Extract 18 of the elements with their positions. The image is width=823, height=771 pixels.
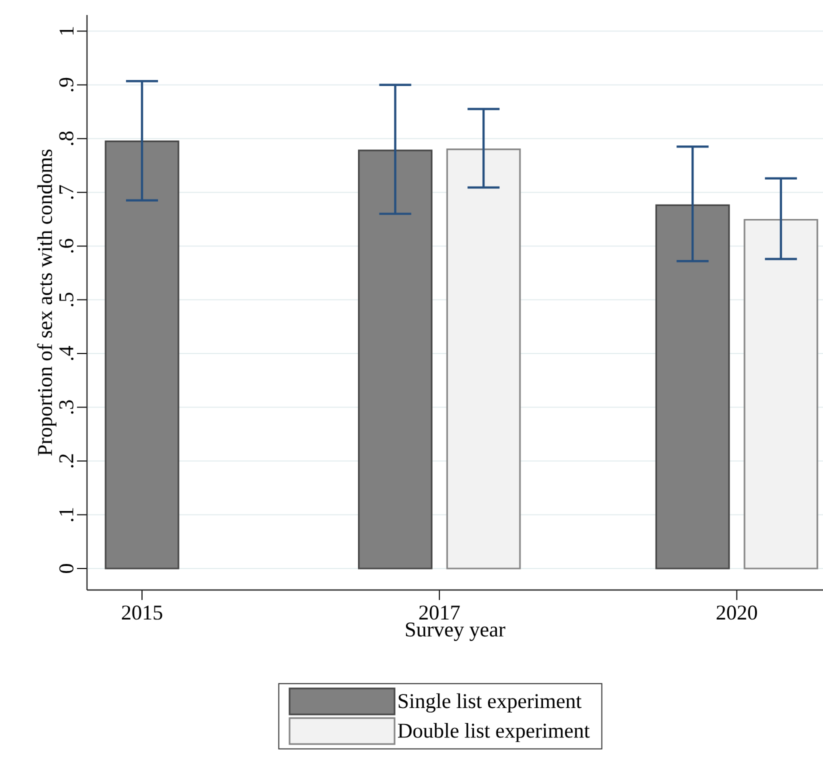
y-tick-label: .4 [59, 346, 74, 360]
x-tick-label: 2015 [122, 606, 162, 620]
y-tick-label: .1 [59, 508, 74, 522]
y-tick-label: .3 [59, 400, 74, 414]
y-tick-label: .5 [59, 292, 74, 306]
y-tick-label: .6 [59, 238, 74, 253]
x-tick-label: 2020 [716, 606, 757, 620]
y-tick-label: 0 [59, 564, 74, 573]
y-tick-label: .9 [59, 78, 74, 92]
legend-label: Single list experiment [398, 693, 582, 713]
y-axis-title: Proportion of sex acts with condoms [37, 150, 56, 456]
y-tick-label: .8 [59, 132, 74, 146]
y-tick-label: 1 [60, 27, 74, 35]
legend-label: Double list experiment [398, 723, 590, 742]
x-tick-label: 2017 [419, 606, 460, 620]
y-tick-label: .7 [59, 185, 74, 199]
y-tick-label: .2 [59, 454, 74, 468]
x-axis-title: Survey year [406, 622, 506, 641]
